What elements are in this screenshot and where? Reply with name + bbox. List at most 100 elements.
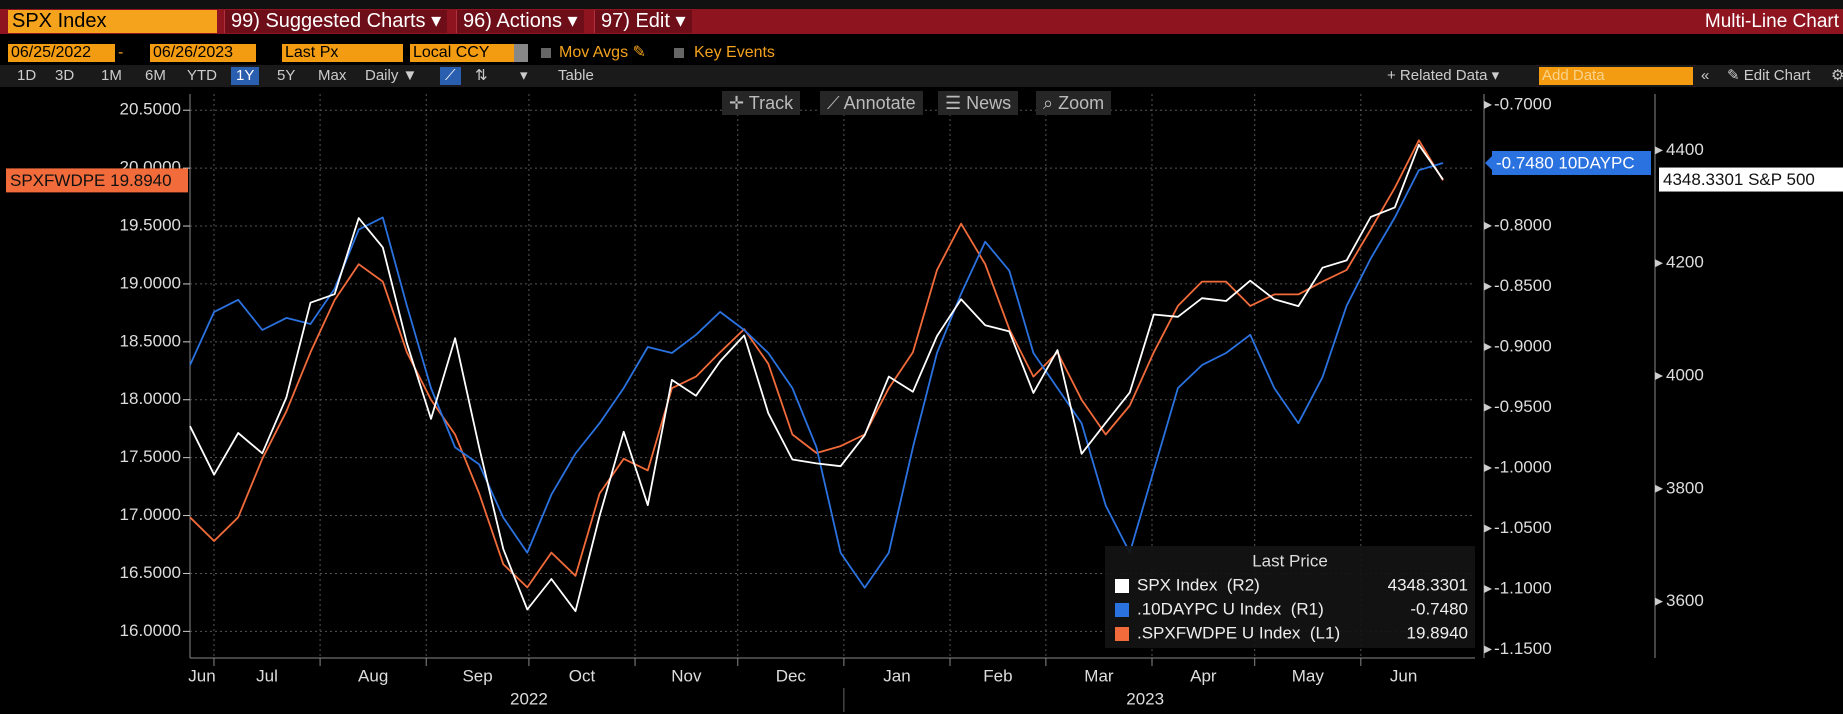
price-tag-label: -0.7480 10DAYPC bbox=[1496, 153, 1635, 172]
period-button[interactable]: 1D bbox=[17, 67, 37, 84]
y3-tick bbox=[1655, 484, 1663, 493]
y2-tick-label: -0.8500 bbox=[1494, 276, 1552, 295]
y2-tick-label: -0.7000 bbox=[1494, 94, 1552, 113]
label: 96) Actions bbox=[463, 10, 562, 32]
legend-title: Last Price bbox=[1252, 551, 1328, 570]
start-date[interactable]: 06/25/2022 bbox=[8, 44, 115, 62]
y2-tick-label: -1.1500 bbox=[1494, 639, 1552, 658]
year-label: 2022 bbox=[510, 689, 548, 708]
period-button[interactable]: 5Y bbox=[277, 67, 296, 84]
x-tick-label: Dec bbox=[776, 666, 807, 685]
currency-select[interactable]: Local CCY bbox=[410, 44, 514, 62]
period-button[interactable]: YTD bbox=[187, 67, 217, 84]
add-data-input[interactable]: Add Data bbox=[1539, 67, 1693, 85]
legend-label: .SPXFWDPE U Index (L1) bbox=[1137, 623, 1340, 642]
x-tick-label: Oct bbox=[569, 666, 596, 685]
period-bar bbox=[0, 65, 1843, 87]
label: Daily bbox=[365, 67, 399, 84]
x-tick-label: Jan bbox=[883, 666, 910, 685]
y-tick-label: 17.5000 bbox=[120, 447, 181, 466]
legend-label: .10DAYPC U Index (R1) bbox=[1137, 599, 1324, 618]
y2-tick-label: -1.0000 bbox=[1494, 457, 1552, 476]
ticker-field[interactable]: SPX Index bbox=[8, 10, 217, 33]
tag-pointer bbox=[1485, 155, 1492, 170]
legend-value: 19.8940 bbox=[1407, 623, 1468, 642]
x-tick-label: Jul bbox=[256, 666, 278, 685]
period-button[interactable]: 1Y bbox=[231, 67, 260, 85]
y3-tick bbox=[1655, 372, 1663, 380]
label: Mov Avgs bbox=[559, 44, 629, 61]
x-tick-label: Apr bbox=[1190, 666, 1217, 685]
edit-button[interactable]: 97) Edit ▾ bbox=[594, 10, 692, 33]
y2-tick bbox=[1484, 100, 1492, 109]
period-button[interactable]: Max bbox=[318, 67, 347, 84]
y3-tick-label: 3600 bbox=[1666, 591, 1704, 610]
legend-swatch bbox=[1115, 603, 1129, 617]
end-date[interactable]: 06/26/2023 bbox=[150, 44, 256, 62]
top-strip bbox=[0, 0, 1843, 9]
suggested-charts-button[interactable]: 99) Suggested Charts ▾ bbox=[224, 10, 448, 33]
mov-avgs[interactable]: Mov Avgs ✎ bbox=[559, 44, 646, 61]
y2-tick bbox=[1484, 524, 1492, 533]
y3-tick bbox=[1655, 597, 1663, 606]
field-select[interactable]: Last Px bbox=[282, 44, 403, 62]
line-icon[interactable]: ⟋ bbox=[440, 67, 461, 85]
checkbox[interactable] bbox=[541, 48, 551, 58]
edit-chart[interactable]: ✎ Edit Chart bbox=[1727, 67, 1811, 84]
bar-icon[interactable]: ⇅ bbox=[475, 67, 488, 84]
y3-tick-label: 3800 bbox=[1666, 478, 1704, 497]
dropdown-arrow[interactable]: ▾ bbox=[520, 67, 528, 84]
frequency-select[interactable]: Daily ▼ bbox=[365, 67, 418, 84]
y2-tick-label: -0.9500 bbox=[1494, 397, 1552, 416]
y2-tick bbox=[1484, 282, 1492, 291]
label: Track bbox=[748, 93, 794, 113]
legend-swatch bbox=[1115, 627, 1129, 641]
price-tag bbox=[6, 168, 188, 193]
settings-icon[interactable]: ⚙ bbox=[1831, 67, 1843, 84]
period-button[interactable]: 3D bbox=[55, 67, 75, 84]
y-tick-label: 18.0000 bbox=[120, 389, 181, 408]
series-line bbox=[189, 139, 1444, 589]
zoom-tool[interactable]: ⌕ Zoom bbox=[1036, 91, 1112, 115]
x-tick-label: May bbox=[1292, 666, 1325, 685]
y2-tick bbox=[1484, 585, 1492, 594]
label: 99) Suggested Charts bbox=[231, 10, 426, 32]
period-button[interactable]: 1M bbox=[101, 67, 122, 84]
table-button[interactable]: Table bbox=[558, 67, 594, 84]
y-tick-label: 17.0000 bbox=[120, 505, 181, 524]
legend-box bbox=[1105, 546, 1475, 648]
period-button[interactable]: 6M bbox=[145, 67, 166, 84]
y2-tick-label: -0.8000 bbox=[1494, 215, 1552, 234]
y2-tick bbox=[1484, 342, 1492, 351]
annotate-tool[interactable]: ⟋ Annotate bbox=[820, 91, 923, 115]
collapse-button[interactable]: « bbox=[1701, 67, 1710, 84]
news-tool[interactable]: ☰ News bbox=[938, 91, 1019, 115]
price-tag bbox=[1492, 150, 1651, 175]
series-line bbox=[189, 143, 1444, 613]
related-data[interactable]: + Related Data ▾ bbox=[1387, 67, 1500, 84]
label: Edit Chart bbox=[1743, 67, 1811, 84]
actions-button[interactable]: 96) Actions ▾ bbox=[456, 10, 584, 33]
label: News bbox=[966, 93, 1012, 113]
y3-tick bbox=[1655, 146, 1663, 155]
date-dash: - bbox=[118, 44, 124, 61]
legend-swatch bbox=[1115, 579, 1129, 593]
y2-tick-label: -1.0500 bbox=[1494, 518, 1552, 537]
y2-tick-label: -1.1000 bbox=[1494, 578, 1552, 597]
y-tick-label: 18.5000 bbox=[120, 331, 181, 350]
x-tick-label: Nov bbox=[671, 666, 702, 685]
label: 97) Edit bbox=[601, 10, 670, 32]
y3-tick bbox=[1655, 259, 1663, 268]
price-tag bbox=[1659, 167, 1843, 192]
y-tick-label: 20.5000 bbox=[120, 100, 181, 119]
dropdown-arrow[interactable] bbox=[514, 44, 528, 62]
checkbox[interactable] bbox=[674, 48, 684, 58]
key-events[interactable]: Key Events bbox=[694, 44, 775, 61]
x-tick-label: Jun bbox=[188, 666, 215, 685]
track-tool[interactable]: ✛ Track bbox=[722, 91, 801, 115]
legend-value: 4348.3301 bbox=[1388, 575, 1468, 594]
price-tag-label: 4348.3301 S&P 500 bbox=[1663, 170, 1815, 189]
year-label: 2023 bbox=[1126, 689, 1164, 708]
